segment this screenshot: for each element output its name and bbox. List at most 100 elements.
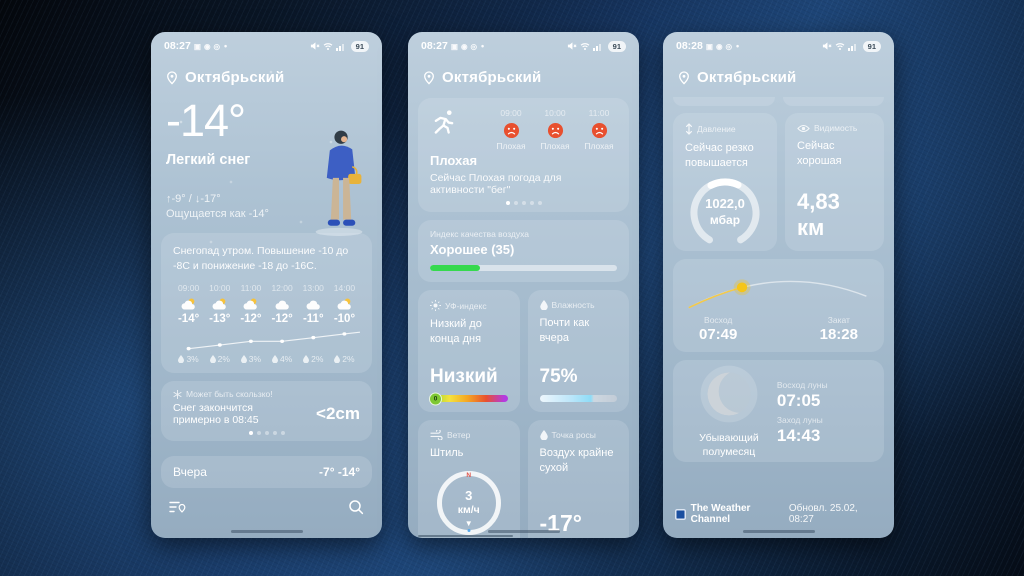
notification-icon: ◉ <box>203 41 211 51</box>
moonset-time: 14:43 <box>776 426 821 445</box>
cloud-icon <box>306 301 320 310</box>
aqi-bar-fill <box>430 265 481 271</box>
phone-details-1: 08:27 ▣ ◉ ◎ • 91 Октябрьский 0 <box>408 32 639 538</box>
mute-icon <box>310 42 320 50</box>
phone-details-2: 08:28 ▣ ◉ ◎ • 91 Октябрьский Давление Се… <box>663 32 894 538</box>
hourly-forecast-card[interactable]: Снегопад утром. Повышение -10 до -8С и п… <box>161 233 372 374</box>
pressure-desc: Сейчас резко повышается <box>685 142 754 169</box>
hour-column: 09:00 -14° <box>177 283 200 326</box>
cloud-sun-icon <box>337 298 351 310</box>
air-quality-card[interactable]: Индекс качества воздуха Хорошее (35) <box>418 220 629 282</box>
page-dots[interactable] <box>173 431 360 436</box>
sun-icon <box>430 300 441 311</box>
compass-ring <box>436 470 501 535</box>
cloud-sun-icon <box>212 298 227 310</box>
activity-rating: Плохая <box>430 153 478 168</box>
battery-indicator: 91 <box>607 40 626 52</box>
dew-title: Точка росы <box>551 430 596 440</box>
uv-value: Низкий <box>430 366 498 387</box>
humidity-value: 75% <box>539 366 578 387</box>
bottom-toolbar <box>169 499 364 515</box>
cloud-sun-icon <box>181 298 195 310</box>
sunrise-time: 07:49 <box>699 326 738 343</box>
signal-icon <box>847 43 856 51</box>
sad-face-icon <box>547 122 563 139</box>
compass-north-label: N <box>466 471 472 479</box>
wind-direction-arrow-icon: ▼ <box>464 518 473 528</box>
city-list-button[interactable] <box>169 500 186 515</box>
notification-icon: ▣ <box>450 41 458 51</box>
search-button[interactable] <box>348 499 364 515</box>
home-indicator[interactable] <box>487 529 560 533</box>
sunset-label: Закат <box>827 315 850 325</box>
pressure-title: Давление <box>697 124 736 134</box>
pressure-card[interactable]: Давление Сейчас резко повышается 1022,0 … <box>673 113 777 251</box>
feels-like: Ощущается как -14° <box>166 208 269 220</box>
moon-card[interactable]: Убывающий полумесяц Восход луны 07:05 За… <box>673 360 884 462</box>
wind-card[interactable]: Ветер Штиль N 3 км/ч ▼ <box>418 420 520 538</box>
weather-source[interactable]: The Weather Channel <box>675 503 789 525</box>
wind-desc: Штиль <box>430 447 464 459</box>
pressure-arrows-icon <box>686 123 692 135</box>
sunrise-label: Восход <box>704 315 733 325</box>
droplet-icon <box>334 355 341 364</box>
location-name: Октябрьский <box>185 69 285 86</box>
droplet-icon <box>209 355 216 364</box>
dew-point-card[interactable]: Точка росы Воздух крайне сухой -17° <box>527 420 629 538</box>
page-dots[interactable] <box>430 201 617 205</box>
scroll-indicator[interactable] <box>418 535 513 537</box>
uv-marker: 0 <box>429 392 442 405</box>
notification-dot-icon: • <box>481 41 485 51</box>
location-header[interactable]: Октябрьский <box>423 69 624 86</box>
scrolled-card-edges <box>673 97 884 106</box>
visibility-card[interactable]: Видимость Сейчас хорошая 4,83 км <box>785 113 884 251</box>
sunset-time: 18:28 <box>819 326 858 343</box>
activity-hour-column: 11:00 Плохая <box>584 108 614 151</box>
location-header[interactable]: Октябрьский <box>166 69 367 86</box>
notification-icon: ◎ <box>470 41 478 51</box>
precip-row: 3% 2% 3% 4% 2% 2% <box>173 354 360 364</box>
droplet-icon <box>303 355 310 364</box>
hour-column: 14:00 -10° <box>333 283 356 326</box>
aqi-label: Индекс качества воздуха <box>430 229 530 239</box>
hour-column: 12:00 -12° <box>271 283 293 326</box>
uv-title: УФ-индекс <box>445 300 487 311</box>
location-pin-icon <box>167 70 177 85</box>
dew-droplet-icon <box>539 430 548 440</box>
runner-icon <box>434 110 454 134</box>
home-indicator[interactable] <box>742 529 815 533</box>
location-header[interactable]: Октябрьский <box>678 69 879 86</box>
notification-dot-icon: • <box>736 41 740 51</box>
battery-indicator: 91 <box>862 40 881 52</box>
moonrise-time: 07:05 <box>776 391 821 410</box>
status-time: 08:27 <box>164 40 191 52</box>
wind-icon <box>430 430 443 440</box>
eye-icon <box>797 124 810 132</box>
notification-icon: ◉ <box>460 41 468 51</box>
signal-icon <box>335 43 344 51</box>
gauge-arc <box>690 178 760 248</box>
forecast-summary: Снегопад утром. Повышение -10 до -8С и п… <box>173 245 349 273</box>
source-name: The Weather Channel <box>690 503 751 525</box>
snow-alert-card[interactable]: Может быть скользко! Снег закончится при… <box>161 381 372 442</box>
home-indicator[interactable] <box>230 529 303 533</box>
wind-compass: N 3 км/ч ▼ <box>436 470 501 535</box>
yesterday-card[interactable]: Вчера -7° -14° <box>161 456 372 489</box>
uv-index-card[interactable]: УФ-индекс Низкий до конца дня Низкий 0 <box>418 290 520 412</box>
battery-indicator: 91 <box>350 40 369 52</box>
humidity-title: Влажность <box>551 300 595 310</box>
mute-icon <box>567 42 577 50</box>
notification-dot-icon: • <box>224 41 228 51</box>
pressure-unit: мбар <box>709 213 741 228</box>
cloud-sun-icon <box>243 298 258 310</box>
notification-icon: ▣ <box>705 41 713 51</box>
humidity-card[interactable]: Влажность Почти как вчера 75% <box>527 290 629 412</box>
activity-card[interactable]: 09:00 Плохая 10:00 Плохая 11:00 Плохая П… <box>418 98 629 212</box>
visibility-title: Видимость <box>814 123 858 133</box>
sun-path-card[interactable]: Восход 07:49 Закат 18:28 <box>673 259 884 352</box>
status-bar: 08:27 ▣ ◉ ◎ • 91 <box>408 32 639 52</box>
current-temperature: -14° <box>166 95 246 146</box>
sun-path-chart <box>688 279 867 309</box>
mute-icon <box>822 42 832 50</box>
sun-position-dot <box>736 282 748 293</box>
